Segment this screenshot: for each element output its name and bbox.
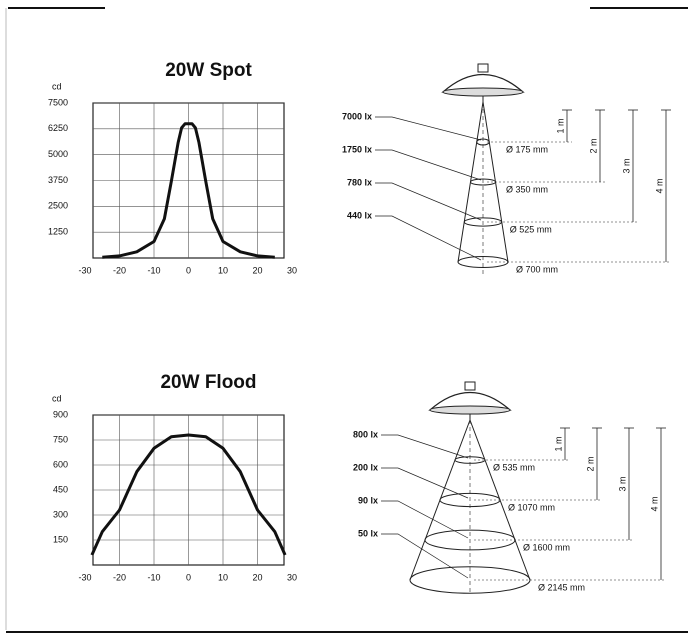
x-tick-label: 10 [218, 265, 228, 275]
y-axis-label: cd [52, 393, 62, 403]
y-tick-label: 7500 [48, 97, 68, 107]
background [0, 0, 690, 638]
x-tick-label: -20 [113, 265, 126, 275]
y-tick-label: 300 [53, 509, 68, 519]
x-tick-label: -10 [147, 265, 160, 275]
y-tick-label: 450 [53, 484, 68, 494]
x-tick-label: -10 [147, 572, 160, 582]
x-tick-label: 0 [186, 265, 191, 275]
distance-label: 1 m [553, 436, 563, 451]
y-tick-label: 600 [53, 459, 68, 469]
diameter-label: Ø 2145 mm [538, 582, 585, 592]
x-tick-label: 20 [252, 265, 262, 275]
lamp-rim [430, 406, 510, 414]
x-tick-label: 20 [252, 572, 262, 582]
lux-label: 50 lx [358, 528, 378, 538]
y-tick-label: 1250 [48, 227, 68, 237]
diameter-label: Ø 700 mm [516, 264, 558, 274]
x-tick-label: 30 [287, 265, 297, 275]
x-tick-label: 30 [287, 572, 297, 582]
lux-label: 200 lx [353, 462, 378, 472]
diameter-label: Ø 175 mm [506, 144, 548, 154]
lamp-base [465, 382, 475, 390]
lux-label: 800 lx [353, 429, 378, 439]
diameter-label: Ø 350 mm [506, 184, 548, 194]
y-tick-label: 5000 [48, 149, 68, 159]
distance-label: 4 m [649, 496, 659, 511]
x-tick-label: 10 [218, 572, 228, 582]
page: 20W Spotcd125025003750500062507500-30-20… [0, 0, 690, 638]
lux-label: 1750 lx [342, 144, 372, 154]
y-tick-label: 750 [53, 434, 68, 444]
y-tick-label: 3750 [48, 175, 68, 185]
x-tick-label: -30 [78, 572, 91, 582]
distance-label: 2 m [585, 456, 595, 471]
distance-label: 1 m [555, 118, 565, 133]
lux-label: 90 lx [358, 495, 378, 505]
diameter-label: Ø 525 mm [510, 224, 552, 234]
distance-label: 3 m [617, 476, 627, 491]
y-tick-label: 150 [53, 534, 68, 544]
x-tick-label: 0 [186, 572, 191, 582]
y-axis-label: cd [52, 81, 62, 91]
chart-title: 20W Spot [165, 60, 252, 81]
x-tick-label: -30 [78, 265, 91, 275]
lamp-rim [443, 88, 523, 96]
y-tick-label: 2500 [48, 201, 68, 211]
distance-label: 3 m [621, 158, 631, 173]
y-tick-label: 900 [53, 409, 68, 419]
diameter-label: Ø 1600 mm [523, 542, 570, 552]
lux-label: 7000 lx [342, 111, 372, 121]
y-tick-label: 6250 [48, 123, 68, 133]
diameter-label: Ø 1070 mm [508, 502, 555, 512]
distance-label: 4 m [654, 178, 664, 193]
diameter-label: Ø 535 mm [493, 462, 535, 472]
lux-label: 780 lx [347, 177, 372, 187]
x-tick-label: -20 [113, 572, 126, 582]
lamp-base [478, 64, 488, 72]
distance-label: 2 m [588, 138, 598, 153]
lux-label: 440 lx [347, 210, 372, 220]
chart-title: 20W Flood [160, 372, 256, 393]
